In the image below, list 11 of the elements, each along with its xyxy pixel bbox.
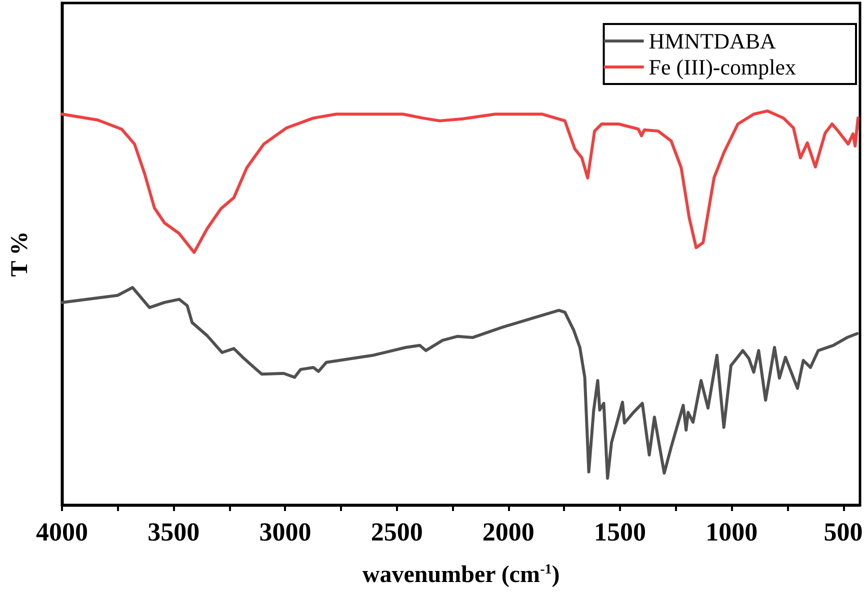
x-tick-label: 2500 bbox=[370, 518, 423, 546]
x-tick-label: 1500 bbox=[594, 518, 646, 546]
x-tick-label: 500 bbox=[824, 518, 863, 546]
legend-label: Fe (III)-complex bbox=[648, 54, 796, 80]
x-tick-label: 2000 bbox=[482, 518, 534, 546]
x-tick-label: 3500 bbox=[148, 518, 200, 546]
y-axis-title: T % bbox=[7, 231, 33, 277]
x-tick-label: 3000 bbox=[259, 518, 312, 546]
x-tick-label: 4000 bbox=[36, 518, 88, 546]
x-tick-label: 1000 bbox=[706, 518, 758, 546]
legend-label: HMNTDABA bbox=[648, 28, 776, 54]
